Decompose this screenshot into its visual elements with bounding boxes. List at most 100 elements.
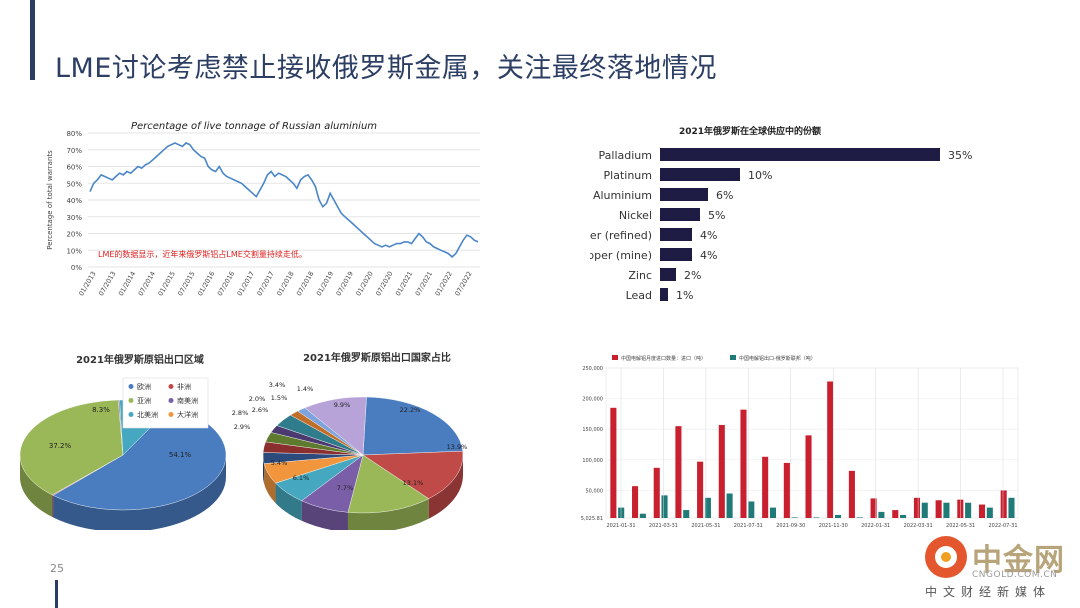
country-pie-slice	[362, 450, 464, 499]
supply-share-value: 2%	[684, 269, 701, 282]
country-pie-label: 13.9%	[447, 443, 468, 451]
monthly-x-tick: 2021-01-31	[606, 523, 635, 529]
country-pie-side	[347, 498, 429, 533]
supply-share-bar	[660, 208, 700, 221]
monthly-x-tick: 2022-07-31	[988, 523, 1017, 529]
region-pie-label: 37.2%	[49, 442, 72, 450]
country-pie-label: 2.9%	[234, 423, 251, 431]
supply-share-category: Palladium	[599, 149, 652, 162]
monthly-export-bar	[769, 507, 777, 518]
line-x-tick: 01/2013	[77, 270, 97, 297]
line-x-tick: 07/2016	[216, 270, 236, 297]
monthly-export-bar	[813, 517, 820, 518]
line-x-tick: 07/2019	[335, 270, 355, 297]
pie-charts-panel: 2021年俄罗斯原铝出口区域 54.1% 37.2% 8.3% 欧洲 非洲 亚洲 南美洲 北美洲…	[5, 345, 565, 533]
monthly-import-bar	[827, 381, 834, 518]
supply-share-category: Platinum	[604, 169, 652, 182]
country-pie-label: 13.1%	[403, 479, 424, 487]
footer-accent-bar	[55, 580, 58, 608]
page-number: 25	[50, 562, 64, 575]
country-pie-slice	[362, 396, 464, 456]
country-pie-label: 2.6%	[252, 406, 269, 414]
country-pie-slice	[347, 454, 430, 514]
region-pie-legend-marker	[168, 384, 174, 389]
monthly-export-bar	[704, 497, 711, 518]
line-x-tick: 01/2021	[394, 270, 414, 297]
region-pie-legend-label: 大洋洲	[177, 410, 198, 419]
region-pie-side	[52, 494, 54, 518]
monthly-import-bar	[740, 409, 747, 518]
line-y-tick: 70%	[66, 147, 82, 155]
line-y-tick: 80%	[66, 130, 82, 138]
line-x-tick: 07/2020	[374, 270, 394, 297]
monthly-import-bar	[1000, 490, 1007, 518]
supply-share-title: 2021年俄罗斯在全球供应中的份额	[679, 125, 821, 137]
region-pie-legend-label: 北美洲	[137, 410, 158, 419]
line-chart-panel: Percentage of live tonnage of Russian al…	[40, 115, 500, 310]
country-pie-side	[275, 483, 302, 521]
line-y-tick: 20%	[66, 231, 82, 239]
monthly-trade-panel: 中国电解铝月度进口数量：进口（吨） 中国电解铝出口-俄罗斯联邦（吨） 5,025.8…	[578, 350, 1023, 532]
monthly-y-tick: 250,000	[582, 366, 603, 372]
country-pie-side	[263, 455, 265, 484]
logo-emblem-core	[941, 552, 951, 562]
supply-share-bar	[660, 148, 940, 161]
supply-share-value: 10%	[748, 169, 772, 182]
monthly-export-bar	[683, 510, 690, 518]
country-pie-label: 2.0%	[249, 395, 266, 403]
monthly-import-bar	[805, 435, 812, 518]
line-x-tick: 01/2020	[354, 270, 374, 297]
supply-share-value: 6%	[716, 189, 733, 202]
monthly-import-bar	[610, 407, 617, 518]
monthly-y-tick: 200,000	[582, 397, 603, 403]
region-pie-legend-label: 南美洲	[177, 396, 198, 405]
line-x-tick: 07/2018	[295, 270, 315, 297]
line-x-tick: 07/2017	[255, 270, 275, 297]
logo-url: CNGOLD.COM.CN	[972, 570, 1058, 580]
monthly-export-bar	[639, 513, 646, 518]
line-y-tick: 60%	[66, 164, 82, 172]
country-pie-title: 2021年俄罗斯原铝出口国家占比	[303, 351, 451, 364]
monthly-export-bar	[726, 493, 733, 518]
monthly-export-bar	[943, 502, 950, 518]
line-x-tick: 07/2014	[137, 270, 157, 297]
monthly-import-bar	[913, 497, 920, 518]
country-pie-label: 2.8%	[232, 409, 249, 417]
line-y-tick: 10%	[66, 247, 82, 255]
supply-share-bar	[660, 248, 692, 261]
supply-share-chart: 2021年俄罗斯在全球供应中的份额 Palladium 35% Platinum 10%…	[562, 125, 973, 302]
russian-aluminium-tonnage-chart: Percentage of live tonnage of Russian al…	[46, 121, 480, 297]
line-x-tick: 01/2018	[275, 270, 295, 297]
monthly-export-bar	[878, 511, 885, 518]
line-y-tick: 50%	[66, 180, 82, 188]
monthly-import-bar	[675, 426, 682, 518]
country-pie-label: 5.4%	[271, 459, 288, 467]
monthly-export-bar	[965, 502, 972, 518]
line-annotation: LME的数据显示，近年来俄罗斯铝占LME交割量持续走低。	[98, 249, 307, 259]
supply-share-value: 5%	[708, 209, 725, 222]
country-pie-label: 1.5%	[271, 394, 288, 402]
line-y-tick: 0%	[71, 264, 82, 272]
monthly-trade-chart: 中国电解铝月度进口数量：进口（吨） 中国电解铝出口-俄罗斯联邦（吨） 5,025.8…	[581, 355, 1019, 529]
line-x-tick: 07/2013	[97, 270, 117, 297]
supply-share-value: 1%	[676, 289, 693, 302]
supply-share-bar	[660, 268, 676, 281]
monthly-x-tick: 2022-03-31	[904, 523, 933, 529]
monthly-export-bar	[834, 514, 842, 518]
monthly-export-bar	[748, 501, 755, 518]
region-pie-label: 8.3%	[92, 406, 110, 414]
line-x-tick: 07/2022	[453, 270, 473, 297]
supply-share-category: Aluminium	[593, 189, 652, 202]
monthly-legend-marker	[612, 355, 618, 360]
country-pie-label: 7.7%	[337, 484, 354, 492]
region-pie-title: 2021年俄罗斯原铝出口区域	[76, 353, 204, 366]
monthly-import-bar	[870, 498, 877, 518]
region-pie-slice	[19, 399, 124, 496]
supply-share-value: 35%	[948, 149, 972, 162]
line-series	[89, 142, 479, 258]
monthly-x-tick: 2022-01-31	[861, 523, 890, 529]
line-x-tick: 07/2021	[414, 270, 434, 297]
region-pie-legend-marker	[128, 384, 134, 389]
supply-share-category: Lead	[626, 289, 652, 302]
monthly-x-tick: 2021-03-31	[649, 523, 678, 529]
